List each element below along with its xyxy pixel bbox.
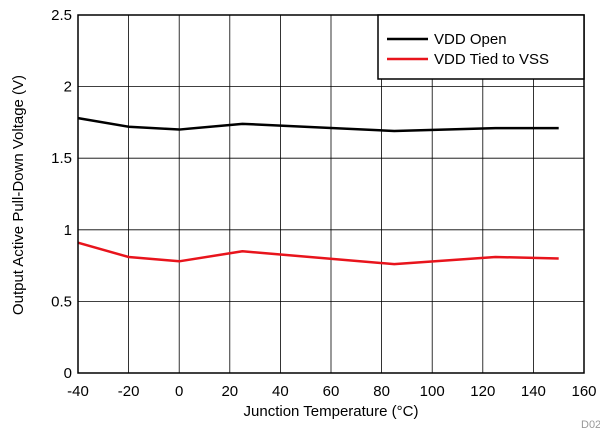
x-tick-label: 120 — [470, 383, 495, 400]
y-tick-label: 2 — [64, 79, 72, 96]
x-tick-label: 0 — [175, 383, 183, 400]
legend-box — [377, 14, 585, 80]
y-tick-label: 0 — [64, 365, 72, 382]
figure-id: D02 — [581, 419, 600, 431]
y-tick-label: 1.5 — [51, 150, 72, 167]
x-tick-label: 20 — [221, 383, 238, 400]
legend-label: VDD Tied to VSS — [434, 51, 549, 68]
series-line-2 — [77, 241, 559, 266]
plot-frame — [77, 14, 585, 374]
y-axis-title: Output Active Pull-Down Voltage (V) — [10, 75, 27, 315]
y-tick-label: 2.5 — [51, 7, 72, 24]
x-tick-label: 140 — [521, 383, 546, 400]
legend: VDD Open VDD Tied to VSS — [377, 14, 585, 80]
x-tick-label: 80 — [373, 383, 390, 400]
legend-label: VDD Open — [434, 31, 507, 48]
y-tick-label: 1 — [64, 222, 72, 239]
series-line-1 — [77, 116, 559, 133]
x-tick-label: 160 — [571, 383, 596, 400]
y-tick-label: 0.5 — [51, 293, 72, 310]
x-tick-label: 60 — [323, 383, 340, 400]
x-axis-title: Junction Temperature (°C) — [244, 403, 419, 420]
series-lines — [77, 116, 559, 266]
y-tick-labels: 0 0.5 1 1.5 2 2.5 — [51, 7, 72, 382]
x-tick-labels: -40 -20 0 20 40 60 80 100 120 140 160 — [67, 383, 596, 400]
x-tick-label: -40 — [67, 383, 89, 400]
x-tick-label: -20 — [118, 383, 140, 400]
x-tick-label: 40 — [272, 383, 289, 400]
x-tick-label: 100 — [420, 383, 445, 400]
